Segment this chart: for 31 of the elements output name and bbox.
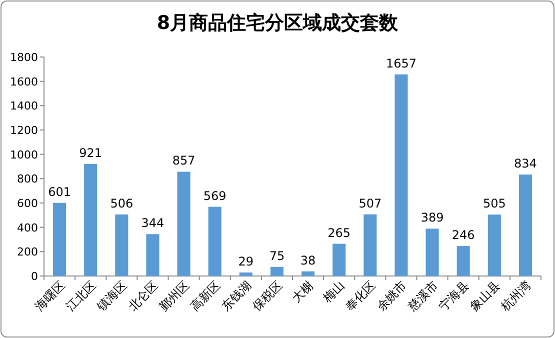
data-label: 857 xyxy=(172,154,196,168)
data-label: 921 xyxy=(79,146,102,160)
data-label: 75 xyxy=(269,248,285,263)
data-label: 344 xyxy=(141,216,164,230)
y-tick-label: 600 xyxy=(17,197,38,210)
data-label: 507 xyxy=(358,196,382,210)
y-tick-label: 400 xyxy=(17,221,38,234)
y-tick-label: 800 xyxy=(17,172,38,186)
y-tick-label: 0 xyxy=(31,270,38,283)
x-tick-label: 宁海县 xyxy=(436,278,472,314)
y-tick-label: 1200 xyxy=(10,124,38,137)
y-tick-label: 1000 xyxy=(10,148,38,162)
y-tick-label: 1400 xyxy=(10,100,38,113)
x-tick-label: 大榭 xyxy=(289,278,316,306)
data-label: 569 xyxy=(203,188,226,203)
data-label: 1657 xyxy=(386,56,416,70)
data-label: 389 xyxy=(420,210,444,225)
y-tick-label: 1600 xyxy=(10,75,38,88)
title: 8月商品住宅分区域成交套数 xyxy=(156,12,398,34)
x-tick-label: 梅山 xyxy=(320,278,348,306)
data-label: 38 xyxy=(300,253,316,268)
data-label: 834 xyxy=(514,156,537,171)
data-label: 29 xyxy=(238,254,254,268)
data-label: 246 xyxy=(452,228,475,242)
y-tick-label: 1800 xyxy=(10,51,38,64)
data-label: 601 xyxy=(48,184,71,199)
data-label: 505 xyxy=(482,196,506,211)
y-tick-label: 200 xyxy=(17,246,38,259)
x-tick-label: 鄞州区 xyxy=(156,278,192,314)
data-label: 265 xyxy=(328,226,351,240)
data-label: 506 xyxy=(110,196,134,210)
